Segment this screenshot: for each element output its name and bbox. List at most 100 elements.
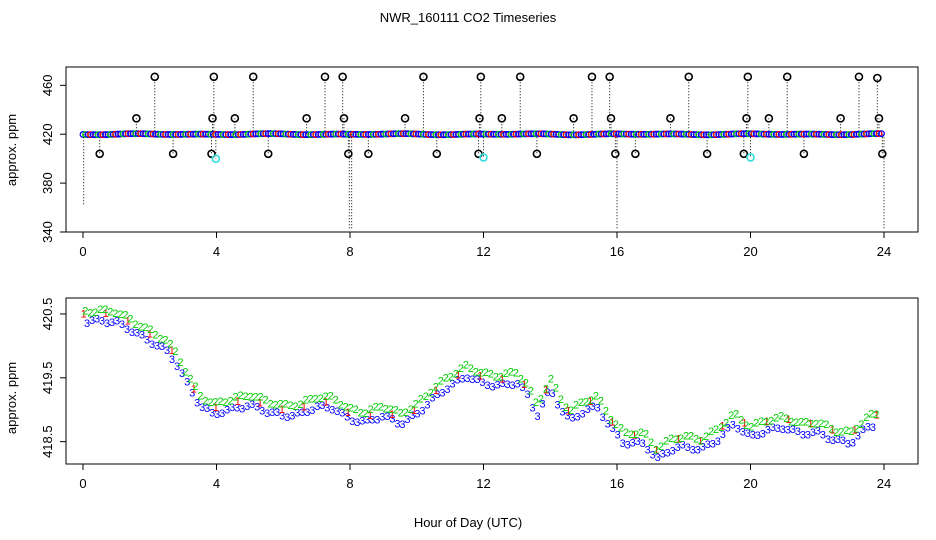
series-1-marker: 1 bbox=[301, 402, 307, 414]
series-3-marker: 3 bbox=[615, 429, 621, 441]
series-2-marker: 2 bbox=[843, 425, 849, 437]
series-3-marker: 3 bbox=[710, 438, 716, 450]
series-1-marker: 1 bbox=[543, 385, 549, 397]
series-3-marker: 3 bbox=[104, 318, 110, 330]
series-3-marker: 3 bbox=[665, 447, 671, 459]
series-3-marker: 3 bbox=[700, 441, 706, 453]
series-3-marker: 3 bbox=[540, 398, 546, 410]
series-2-marker: 2 bbox=[333, 395, 339, 407]
series-3-marker: 3 bbox=[730, 420, 736, 432]
flag-high-point bbox=[132, 114, 141, 123]
series-3-marker: 3 bbox=[119, 319, 125, 331]
flag-high-point bbox=[605, 72, 614, 82]
y-tick-label: 420 bbox=[40, 123, 55, 145]
series-2-marker: 2 bbox=[237, 390, 243, 402]
x-tick-label: 8 bbox=[346, 244, 353, 259]
chart-title: NWR_160111 CO2 Timeseries bbox=[380, 10, 557, 25]
series-3-marker: 3 bbox=[625, 440, 631, 452]
series-3-marker: 3 bbox=[519, 382, 525, 394]
top-panel-axes: 0 4 8 12 16 20 24 340 380 420 460 bbox=[40, 74, 891, 259]
series-3-marker: 3 bbox=[274, 407, 280, 419]
series-3-marker: 3 bbox=[209, 407, 215, 419]
series-2-marker: 2 bbox=[723, 417, 729, 429]
series-2-marker: 2 bbox=[157, 334, 163, 346]
series-2-marker: 2 bbox=[678, 433, 684, 445]
series-3-marker: 3 bbox=[249, 399, 255, 411]
series-3-marker: 3 bbox=[835, 434, 841, 446]
flag-high-point bbox=[248, 72, 258, 82]
series-2-marker: 2 bbox=[728, 410, 734, 422]
series-3-marker: 3 bbox=[99, 316, 105, 328]
series-1-marker: 1 bbox=[719, 420, 725, 432]
series-3-marker: 3 bbox=[89, 315, 95, 327]
series-3-marker: 3 bbox=[655, 452, 661, 464]
series-3-marker: 3 bbox=[434, 389, 440, 401]
series-2-marker: 2 bbox=[147, 324, 153, 336]
series-3-marker: 3 bbox=[790, 424, 796, 436]
series-2-marker: 2 bbox=[313, 393, 319, 405]
series-3-marker: 3 bbox=[369, 415, 375, 427]
flag-high-point bbox=[666, 114, 675, 123]
series-2-marker: 2 bbox=[182, 366, 188, 378]
series-3-marker: 3 bbox=[164, 345, 170, 357]
series-2-marker: 2 bbox=[598, 396, 604, 408]
series-2-marker: 2 bbox=[873, 409, 879, 421]
flag-low-point bbox=[364, 149, 373, 159]
series-2-marker: 2 bbox=[428, 387, 434, 399]
x-tick-label: 4 bbox=[213, 476, 220, 491]
series-3-marker: 3 bbox=[459, 373, 465, 385]
series-3-marker: 3 bbox=[635, 436, 641, 448]
series-2-marker: 2 bbox=[122, 310, 128, 322]
series-2-marker: 2 bbox=[293, 401, 299, 413]
series-3-marker: 3 bbox=[830, 435, 836, 447]
series-2-marker: 2 bbox=[373, 401, 379, 413]
series-3-marker: 3 bbox=[620, 438, 626, 450]
series-3-marker: 3 bbox=[775, 423, 781, 435]
series-3-marker: 3 bbox=[605, 419, 611, 431]
series-3-marker: 3 bbox=[229, 402, 235, 414]
series-3-marker: 3 bbox=[139, 330, 145, 342]
series-2-marker: 2 bbox=[438, 376, 444, 388]
series-2-marker: 2 bbox=[433, 381, 439, 393]
series-2-marker: 2 bbox=[443, 373, 449, 385]
series-2-marker: 2 bbox=[518, 374, 524, 386]
series-2-marker: 2 bbox=[768, 416, 774, 428]
series-2-marker: 2 bbox=[493, 371, 499, 383]
series-2-marker: 2 bbox=[232, 392, 238, 404]
series-3-marker: 3 bbox=[314, 401, 320, 413]
series-3-marker: 3 bbox=[514, 379, 520, 391]
x-tick-label: 8 bbox=[346, 476, 353, 491]
series-1-marker: 1 bbox=[345, 407, 351, 419]
cyan-point bbox=[211, 154, 221, 163]
series-3-marker: 3 bbox=[640, 438, 646, 450]
x-tick-label: 20 bbox=[743, 244, 757, 259]
series-3-marker: 3 bbox=[825, 434, 831, 446]
series-3-marker: 3 bbox=[224, 404, 230, 416]
series-2-marker: 2 bbox=[863, 412, 869, 424]
series-3-marker: 3 bbox=[735, 424, 741, 436]
series-2-marker: 2 bbox=[558, 394, 564, 406]
series-3-marker: 3 bbox=[575, 411, 581, 423]
series-1-marker: 1 bbox=[125, 316, 131, 328]
y-tick-label: 418.5 bbox=[40, 425, 55, 458]
flag-high-point bbox=[515, 72, 525, 82]
series-2-marker: 2 bbox=[353, 404, 359, 416]
series-3-marker: 3 bbox=[84, 318, 90, 330]
flag-high-point bbox=[587, 72, 597, 82]
flag-high-point bbox=[782, 72, 792, 82]
series-3-marker: 3 bbox=[870, 422, 876, 434]
top-panel: 0 4 8 12 16 20 24 340 380 420 460 approx. ppm bbox=[4, 66, 919, 259]
flag-high-point bbox=[302, 114, 311, 123]
series-3-marker: 3 bbox=[94, 314, 100, 326]
flag-high-point bbox=[208, 114, 217, 123]
series-3-marker: 3 bbox=[199, 402, 205, 414]
series-2-marker: 2 bbox=[583, 396, 589, 408]
series-2-marker: 2 bbox=[818, 418, 824, 430]
y-tick-label: 419.5 bbox=[40, 362, 55, 395]
series-1-marker: 1 bbox=[81, 309, 87, 321]
series-2-marker: 2 bbox=[568, 405, 574, 417]
x-tick-label: 16 bbox=[610, 476, 624, 491]
series-3-marker: 3 bbox=[610, 423, 616, 435]
top-plot-frame bbox=[65, 66, 919, 233]
series-2-marker: 2 bbox=[288, 400, 294, 412]
